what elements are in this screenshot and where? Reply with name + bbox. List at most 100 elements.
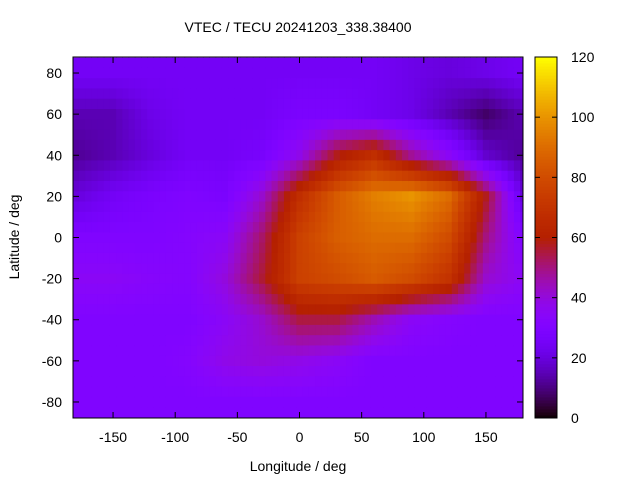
heatmap-cell bbox=[252, 242, 260, 254]
heatmap-cell bbox=[457, 57, 465, 69]
heatmap-cell bbox=[395, 150, 403, 161]
heatmap-cell bbox=[228, 201, 235, 213]
heatmap-cell bbox=[383, 407, 391, 418]
heatmap-cell bbox=[221, 366, 229, 377]
y-axis-label: Latitude / deg bbox=[6, 195, 22, 280]
heatmap-cell bbox=[178, 283, 186, 295]
heatmap-cell bbox=[383, 201, 391, 213]
heatmap-cell bbox=[507, 98, 515, 110]
heatmap-cell bbox=[203, 67, 210, 79]
heatmap-cell bbox=[346, 180, 353, 192]
heatmap-cell bbox=[370, 407, 378, 418]
heatmap-cell bbox=[302, 109, 310, 120]
heatmap-cell bbox=[190, 98, 198, 110]
heatmap-cell bbox=[395, 366, 403, 377]
heatmap-cell bbox=[78, 366, 86, 377]
heatmap-cell bbox=[134, 314, 142, 326]
heatmap-cell bbox=[339, 160, 347, 172]
heatmap-cell bbox=[196, 386, 204, 398]
heatmap-cell bbox=[364, 386, 372, 398]
heatmap-cell bbox=[277, 376, 285, 388]
heatmap-cell bbox=[402, 129, 409, 141]
heatmap-cell bbox=[283, 242, 291, 254]
heatmap-cell bbox=[321, 242, 329, 254]
heatmap-cell bbox=[321, 283, 329, 295]
heatmap-cell bbox=[283, 57, 291, 69]
heatmap-cell bbox=[464, 324, 472, 336]
heatmap-cell bbox=[271, 150, 279, 161]
heatmap-cell bbox=[339, 88, 347, 100]
heatmap-cell bbox=[234, 211, 242, 223]
colorbar-segment bbox=[535, 282, 557, 287]
heatmap-cell bbox=[308, 345, 316, 357]
heatmap-cell bbox=[91, 139, 99, 151]
heatmap-cell bbox=[520, 78, 523, 90]
heatmap-cell bbox=[97, 396, 105, 408]
colorbar-segment bbox=[535, 411, 557, 416]
heatmap-cell bbox=[153, 252, 161, 264]
heatmap-cell bbox=[315, 345, 322, 357]
heatmap-cell bbox=[259, 119, 266, 131]
heatmap-cell bbox=[370, 191, 378, 203]
heatmap-cell bbox=[315, 98, 322, 110]
heatmap-cell bbox=[439, 191, 447, 203]
heatmap-cell bbox=[346, 324, 353, 336]
heatmap-cell bbox=[470, 98, 478, 110]
heatmap-cell bbox=[153, 180, 161, 192]
heatmap-cell bbox=[128, 366, 136, 377]
heatmap-cell bbox=[190, 232, 198, 244]
heatmap-cell bbox=[283, 67, 291, 79]
heatmap-cell bbox=[489, 57, 496, 69]
heatmap-cell bbox=[339, 78, 347, 90]
heatmap-cell bbox=[165, 376, 173, 388]
heatmap-cell bbox=[221, 386, 229, 398]
colorbar-segment bbox=[535, 150, 557, 154]
heatmap-cell bbox=[433, 88, 440, 100]
heatmap-cell bbox=[290, 98, 297, 110]
heatmap-cell bbox=[196, 222, 204, 233]
heatmap-cell bbox=[116, 180, 123, 192]
heatmap-cell bbox=[203, 355, 210, 367]
heatmap-cell bbox=[141, 314, 148, 326]
heatmap-cell bbox=[464, 98, 472, 110]
heatmap-cell bbox=[196, 67, 204, 79]
heatmap-cell bbox=[215, 324, 223, 336]
heatmap-cell bbox=[489, 273, 496, 285]
heatmap-cell bbox=[321, 355, 329, 367]
colorbar-tick-label: 20 bbox=[571, 350, 587, 366]
heatmap-cell bbox=[321, 252, 329, 264]
heatmap-cell bbox=[457, 242, 465, 254]
heatmap-cell bbox=[265, 180, 273, 192]
heatmap-cell bbox=[402, 242, 409, 254]
heatmap-cell bbox=[221, 119, 229, 131]
heatmap-cell bbox=[165, 78, 173, 90]
heatmap-cell bbox=[85, 324, 92, 336]
heatmap-cell bbox=[482, 67, 490, 79]
heatmap-cell bbox=[153, 191, 161, 203]
heatmap-cell bbox=[252, 324, 260, 336]
heatmap-cell bbox=[520, 57, 523, 69]
heatmap-cell bbox=[172, 283, 179, 295]
heatmap-cell bbox=[277, 88, 285, 100]
colorbar-segment bbox=[535, 219, 557, 223]
heatmap-cell bbox=[116, 129, 123, 141]
heatmap-cell bbox=[470, 78, 478, 90]
heatmap-cell bbox=[315, 180, 322, 192]
heatmap-cell bbox=[234, 417, 242, 418]
heatmap-cell bbox=[109, 386, 117, 398]
heatmap-cell bbox=[209, 263, 217, 275]
heatmap-cell bbox=[78, 407, 86, 418]
heatmap-cell bbox=[457, 355, 465, 367]
heatmap-cell bbox=[228, 119, 235, 131]
heatmap-cell bbox=[184, 252, 192, 264]
heatmap-cell bbox=[383, 355, 391, 367]
heatmap-cell bbox=[315, 273, 322, 285]
heatmap-cell bbox=[190, 345, 198, 357]
heatmap-cell bbox=[507, 294, 515, 305]
heatmap-cell bbox=[153, 366, 161, 377]
heatmap-cell bbox=[259, 345, 266, 357]
heatmap-cell bbox=[489, 314, 496, 326]
heatmap-cell bbox=[103, 139, 111, 151]
heatmap-cell bbox=[252, 314, 260, 326]
heatmap-cell bbox=[377, 314, 385, 326]
